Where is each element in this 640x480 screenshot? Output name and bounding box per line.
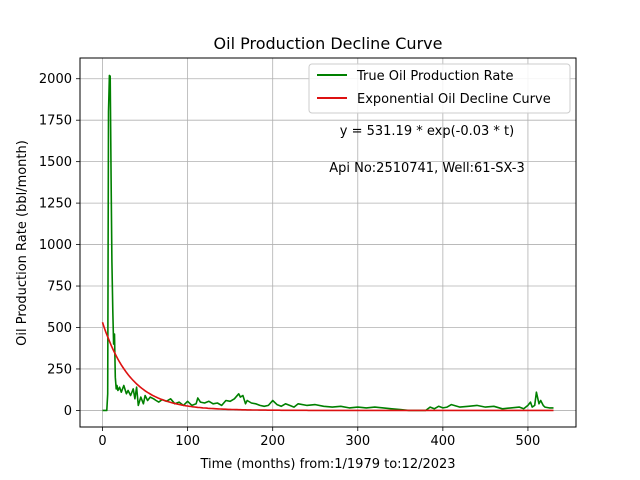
well-annotation: Api No:2510741, Well:61-SX-3 bbox=[329, 161, 525, 176]
x-tick-label: 500 bbox=[516, 434, 541, 449]
x-tick-label: 400 bbox=[430, 434, 455, 449]
axes-frame bbox=[79, 57, 577, 428]
legend: True Oil Production Rate Exponential Oil… bbox=[308, 63, 571, 114]
y-tick-label: 500 bbox=[47, 321, 72, 336]
y-tick-label: 1750 bbox=[39, 114, 72, 129]
y-tick-label: 250 bbox=[47, 362, 72, 377]
y-tick-label: 1000 bbox=[39, 238, 72, 253]
ticks: 0 100 200 300 400 500 0 250 500 750 1000 1250 1500 17… bbox=[39, 72, 540, 449]
y-axis-label: Oil Production Rate (bbl/month) bbox=[15, 140, 30, 346]
y-tick-label: 2000 bbox=[39, 72, 72, 87]
y-tick-label: 1250 bbox=[39, 197, 72, 212]
y-tick-label: 0 bbox=[64, 404, 72, 419]
x-tick-label: 200 bbox=[260, 434, 285, 449]
y-tick-label: 1500 bbox=[39, 155, 72, 170]
x-axis-label: Time (months) from:1/1979 to:12/2023 bbox=[199, 457, 455, 472]
series-line-exponential bbox=[101, 322, 554, 412]
y-tick-label: 750 bbox=[47, 280, 72, 295]
equation-annotation: y = 531.19 * exp(-0.03 * t) bbox=[340, 124, 514, 139]
x-tick-label: 300 bbox=[345, 434, 370, 449]
x-tick-label: 100 bbox=[175, 434, 200, 449]
x-tick-label: 0 bbox=[98, 434, 106, 449]
series-line-true-rate bbox=[102, 74, 554, 412]
legend-label-exponential: Exponential Oil Decline Curve bbox=[357, 92, 551, 107]
legend-label-true-rate: True Oil Production Rate bbox=[356, 69, 513, 84]
chart-title: Oil Production Decline Curve bbox=[214, 34, 443, 53]
plot-area bbox=[101, 74, 554, 412]
legend-box bbox=[308, 63, 571, 114]
